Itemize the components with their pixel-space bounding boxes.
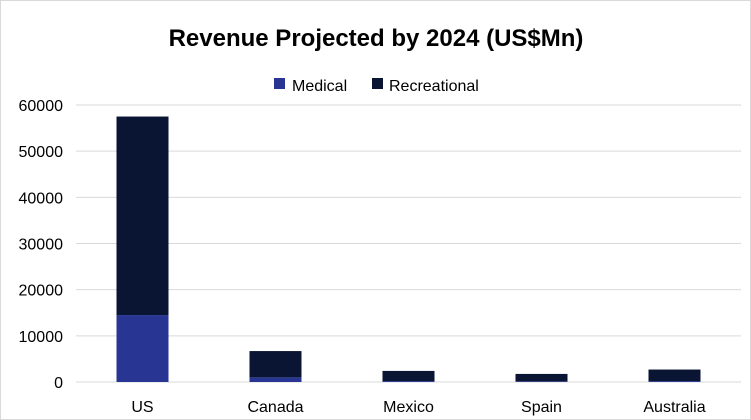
bar-medical-mexico bbox=[382, 381, 435, 382]
x-axis-ticks: US Canada Mexico Spain Australia bbox=[131, 399, 705, 416]
x-tick-label-australia: Australia bbox=[643, 399, 705, 416]
bar-recreational-canada bbox=[249, 351, 302, 378]
y-axis-ticks: 0 10000 20000 30000 40000 50000 60000 bbox=[19, 98, 64, 392]
chart-legend: Medical Recreational bbox=[274, 78, 479, 95]
y-tick-label: 30000 bbox=[19, 237, 64, 254]
y-tick-label: 40000 bbox=[19, 190, 64, 207]
x-tick-label-mexico: Mexico bbox=[383, 399, 434, 416]
bar-medical-canada bbox=[249, 377, 302, 382]
y-tick-label: 0 bbox=[54, 375, 63, 392]
legend-swatch-recreational bbox=[372, 78, 383, 89]
y-tick-label: 60000 bbox=[19, 98, 64, 115]
y-tick-label: 20000 bbox=[19, 283, 64, 300]
x-tick-label-us: US bbox=[131, 399, 153, 416]
bar-recreational-australia bbox=[648, 369, 701, 382]
legend-label-medical: Medical bbox=[292, 78, 347, 95]
bar-recreational-mexico bbox=[382, 370, 435, 382]
bar-medical-us bbox=[116, 315, 169, 382]
bar-medical-australia bbox=[648, 381, 701, 382]
bar-medical-spain bbox=[515, 381, 568, 382]
y-tick-label: 10000 bbox=[19, 329, 64, 346]
legend-label-recreational: Recreational bbox=[389, 78, 479, 95]
bar-recreational-us bbox=[116, 116, 169, 316]
bar-recreational-spain bbox=[515, 373, 568, 382]
x-tick-label-canada: Canada bbox=[247, 399, 303, 416]
bars bbox=[116, 116, 701, 382]
legend-swatch-medical bbox=[274, 78, 285, 89]
y-tick-label: 50000 bbox=[19, 144, 64, 161]
chart-title: Revenue Projected by 2024 (US$Mn) bbox=[169, 25, 584, 52]
x-tick-label-spain: Spain bbox=[521, 399, 562, 416]
gridlines bbox=[76, 104, 741, 383]
